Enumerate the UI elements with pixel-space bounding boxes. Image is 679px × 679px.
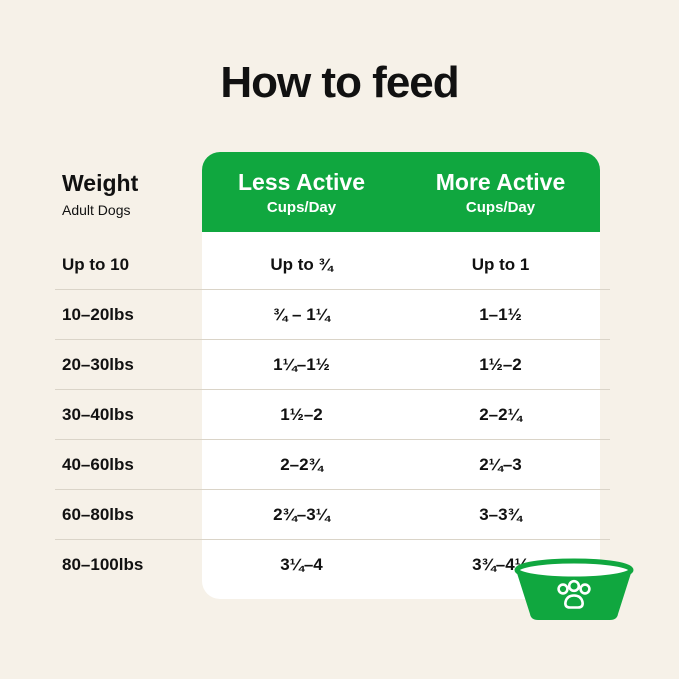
table-row: 20–30lbs 1¼–1½ 1½–2	[55, 340, 610, 390]
less-active-cell: 2¾–3¼	[273, 504, 330, 524]
table-row: 30–40lbs 1½–2 2–2¼	[55, 390, 610, 440]
weight-cell: 10–20lbs	[62, 304, 134, 324]
table-row: Up to 10 Up to ¾ Up to 1	[55, 240, 610, 290]
paw-print-icon	[557, 579, 591, 609]
less-active-cell: 1¼–1½	[273, 354, 330, 374]
weight-cell: 30–40lbs	[62, 404, 134, 424]
weight-cell: 80–100lbs	[62, 554, 144, 574]
more-active-cell: 3–3¾	[479, 504, 522, 524]
page-title: How to feed	[220, 58, 459, 107]
weight-cell: Up to 10	[62, 254, 130, 274]
less-active-cell: ¾ – 1¼	[273, 304, 330, 324]
more-active-cell: 3¾–4½	[472, 554, 529, 574]
more-active-cell: 1½–2	[479, 354, 522, 374]
weight-header-sublabel: Adult Dogs	[62, 202, 131, 218]
less-active-cell: 3¼–4	[280, 554, 323, 574]
more-active-cell: 2¼–3	[479, 454, 522, 474]
dog-bowl-icon	[514, 558, 634, 620]
weight-header-label: Weight	[62, 170, 139, 196]
table-row: 10–20lbs ¾ – 1¼ 1–1½	[55, 290, 610, 340]
table-row: 60–80lbs 2¾–3¼ 3–3¾	[55, 490, 610, 540]
less-active-cell: 2–2¾	[280, 454, 323, 474]
more-active-sublabel: Cups/Day	[465, 198, 536, 216]
more-active-label: More Active	[435, 168, 566, 195]
less-active-header: Less Active Cups/Day	[202, 152, 401, 232]
less-active-cell: Up to ¾	[270, 254, 333, 274]
more-active-cell: 1–1½	[479, 304, 522, 324]
weight-header: Weight Adult Dogs	[62, 170, 138, 218]
more-active-header: More Active Cups/Day	[401, 152, 600, 232]
less-active-label: Less Active	[238, 168, 365, 195]
more-active-cell: Up to 1	[471, 254, 530, 274]
weight-cell: 40–60lbs	[62, 454, 134, 474]
more-active-cell: 2–2¼	[479, 404, 522, 424]
table-row: 80–100lbs 3¼–4 3¾–4½	[55, 540, 610, 589]
column-headers: Less Active Cups/Day More Active Cups/Da…	[202, 152, 600, 232]
weight-cell: 60–80lbs	[62, 504, 134, 524]
less-active-sublabel: Cups/Day	[266, 198, 337, 216]
weight-cell: 20–30lbs	[62, 354, 134, 374]
less-active-cell: 1½–2	[280, 404, 323, 424]
table-row: 40–60lbs 2–2¾ 2¼–3	[55, 440, 610, 490]
feeding-table-rows: Up to 10 Up to ¾ Up to 1 10–20lbs ¾ – 1¼…	[55, 240, 610, 589]
